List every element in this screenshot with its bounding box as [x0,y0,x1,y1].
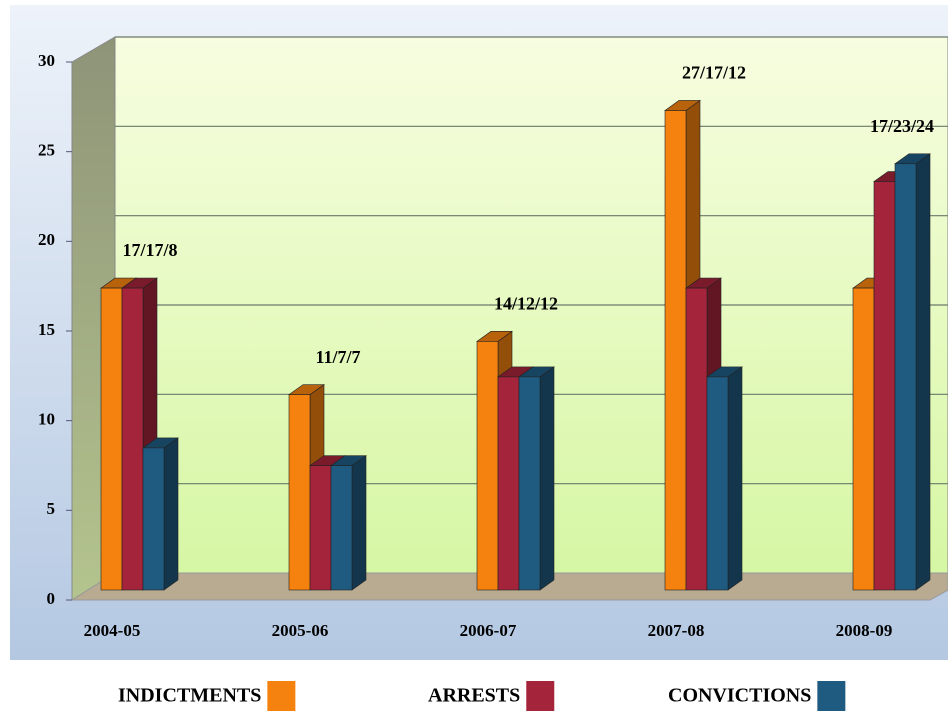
y-tick-label: 0 [47,589,56,608]
bar-front [852,287,875,591]
x-tick-label: 2008-09 [836,621,893,640]
bar [330,455,367,591]
bar-front [476,341,499,591]
annotation: 14/12/12 [494,293,558,313]
legend-label: ARRESTS [428,685,520,707]
x-tick-label: 2005-06 [272,621,329,640]
bar-side [351,455,367,591]
bar-front [142,447,165,591]
legend-label: INDICTMENTS [118,685,261,707]
bar [142,437,179,591]
legend-label: CONVICTIONS [668,685,811,707]
bar [894,153,931,591]
bar-front [664,110,687,591]
bar [706,366,743,591]
x-tick-label: 2006-07 [460,621,517,640]
x-tick-label: 2004-05 [84,621,141,640]
annotation: 27/17/12 [682,63,746,83]
bar [518,366,555,591]
x-tick-label: 2007-08 [648,621,705,640]
annotation: 17/17/8 [122,240,177,260]
legend-swatch [267,681,296,711]
bar-front [100,287,123,591]
bar-front [288,394,311,591]
bar-side [163,437,179,591]
annotation: 17/23/24 [870,116,934,136]
bar-front [330,465,353,591]
bar-side [539,366,555,591]
y-tick-label: 10 [38,410,55,429]
y-tick-label: 15 [38,320,55,339]
bar-side [727,366,743,591]
annotation: 11/7/7 [315,347,360,367]
bar-front [894,163,917,591]
legend-swatch [526,681,555,711]
y-tick-label: 20 [38,230,55,249]
bar-front [121,287,144,591]
bar-front [518,376,541,591]
legend-swatch [817,681,846,711]
y-tick-label: 30 [38,51,55,70]
bar-side [915,153,931,591]
y-tick-label: 25 [38,141,55,160]
bar-front [685,287,708,591]
bar-front [873,181,896,591]
bar-front [706,376,729,591]
bar-front [309,465,332,591]
bar-front [497,376,520,591]
y-tick-label: 5 [47,499,56,518]
